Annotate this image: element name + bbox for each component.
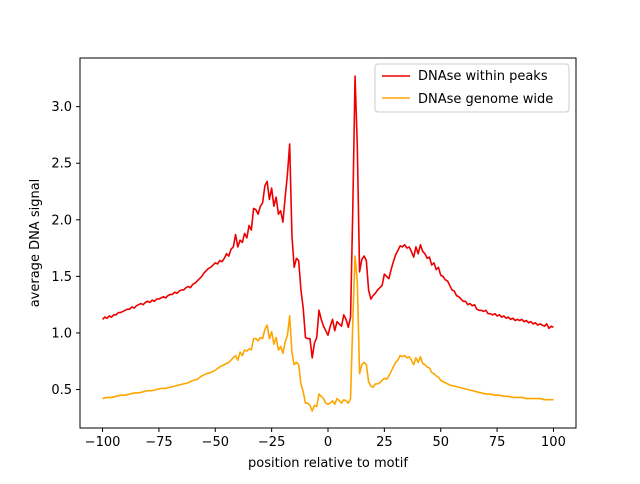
x-tick-label: −25 <box>258 435 285 450</box>
y-axis: 0.5 1.0 1.5 2.0 2.5 3.0 <box>51 100 80 398</box>
x-tick-label: −100 <box>85 435 121 450</box>
x-tick-label: −50 <box>202 435 229 450</box>
legend-label-genome: DNAse genome wide <box>418 92 553 107</box>
x-tick-label: 50 <box>432 435 449 450</box>
y-tick-label: 2.5 <box>51 157 72 172</box>
y-axis-label: average DNA signal <box>28 179 43 308</box>
x-tick-label: 25 <box>376 435 393 450</box>
x-tick-label: −75 <box>145 435 172 450</box>
x-tick-label: 75 <box>489 435 506 450</box>
plot-frame <box>79 57 577 429</box>
series-layer <box>101 75 554 412</box>
x-tick-label: 100 <box>541 435 566 450</box>
y-tick-label: 0.5 <box>51 383 72 398</box>
series-line-1 <box>102 255 554 412</box>
y-tick-label: 1.5 <box>51 270 72 285</box>
x-axis: −100 −75 −50 −25 0 25 50 75 100 <box>85 428 566 450</box>
x-axis-label: position relative to motif <box>248 456 408 471</box>
legend: DNAse within peaks DNAse genome wide <box>374 63 570 113</box>
y-tick-label: 2.0 <box>51 213 72 228</box>
x-tick-label: 0 <box>324 435 332 450</box>
y-tick-label: 3.0 <box>51 100 72 115</box>
y-tick-label: 1.0 <box>51 326 72 341</box>
series-line-0 <box>101 75 554 359</box>
legend-box <box>374 63 570 113</box>
legend-label-peaks: DNAse within peaks <box>418 69 548 84</box>
